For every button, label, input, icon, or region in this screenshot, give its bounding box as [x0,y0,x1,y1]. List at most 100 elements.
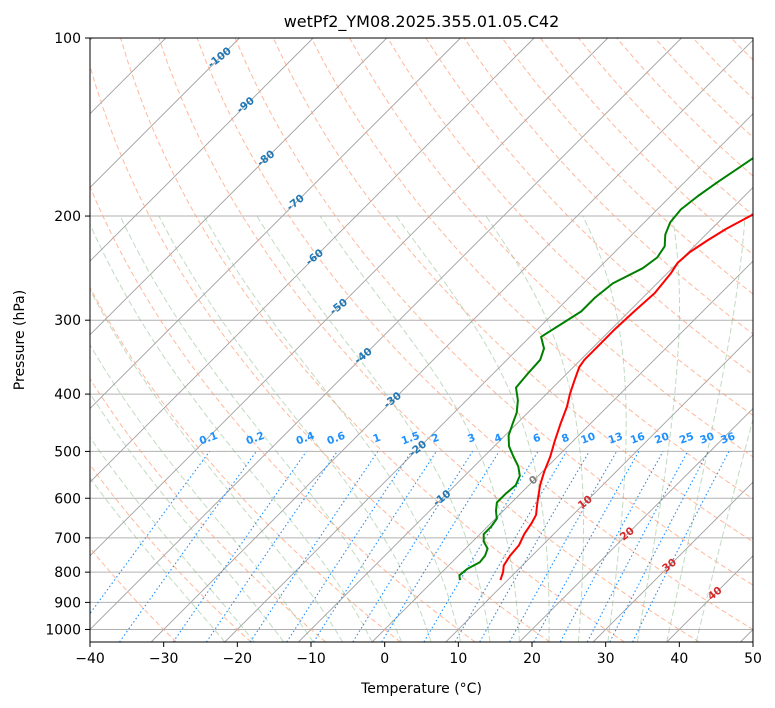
mixing-ratio-line [559,451,664,642]
moist-adiabat-line [636,215,680,642]
isotherm-line [371,260,753,642]
isotherm-line [90,38,461,410]
isotherm-line [90,38,682,631]
y-tick-label: 1000 [45,622,81,638]
moist-adiabat-line [695,417,753,642]
mixing-ratio-line [249,451,379,642]
isotherm-line [90,38,240,189]
y-tick-label: 300 [54,313,81,329]
temperature-profile-line [499,213,753,581]
dry-adiabat-line [90,547,177,642]
isotherm-line [150,39,753,642]
x-axis-label: Temperature (°C) [360,681,482,697]
mixing-ratio-label: 1 [371,432,382,446]
mixing-ratio-line [632,451,730,642]
mixing-ratio-label: 25 [678,430,696,446]
x-tick-label: 30 [597,651,615,667]
isotherm-line [90,38,609,557]
y-tick-label: 100 [54,31,81,47]
mixing-ratio-label: 16 [629,430,647,446]
y-tick-label: 400 [54,387,81,403]
moist-adiabat-line [90,436,255,642]
mixing-ratio-lines [90,451,730,642]
mixing-ratio-label: 2 [430,432,441,446]
dry-adiabat-line [310,38,753,500]
isobar-grid [90,38,753,630]
isotherm-line [90,38,388,336]
y-tick-label: 200 [54,209,81,225]
mixing-ratio-line [533,451,640,642]
moist-adiabat-line [582,215,627,642]
mixing-ratio-label: 13 [607,430,625,446]
mixing-ratio-label: 0.2 [245,430,267,448]
y-tick-label: 600 [54,491,81,507]
dry-adiabat-line [387,38,753,417]
moist-adiabat-line [90,477,226,642]
x-tick-label: 40 [670,651,688,667]
y-axis-label: Pressure (hPa) [12,290,28,390]
x-tick-label: −30 [149,651,179,667]
mixing-ratio-label: 3 [466,432,477,446]
dewpoint-profile-line [458,156,753,581]
moist-adiabat-line [119,215,403,642]
mixing-ratio-label: 8 [560,432,571,446]
mixing-ratio-label: 10 [579,430,597,446]
moist-adiabat-line [158,215,432,642]
dry-adiabat-line [120,38,625,642]
x-tick-label: 10 [449,651,467,667]
mixing-ratio-line [205,451,338,642]
moist-adiabats [90,215,753,642]
isotherm-line [90,38,314,262]
dry-adiabat-line [90,185,476,642]
moist-adiabat-line [666,215,746,642]
mixing-ratio-label: 36 [719,430,737,446]
mixing-ratio-label: 30 [698,430,716,446]
moist-adiabat-line [485,215,584,642]
x-axis: −40 −30 −20 −10 0 10 20 30 40 50 [75,642,762,667]
dry-adiabat-line [90,464,252,642]
moist-adiabat-line [256,215,491,642]
mixing-ratio-label: 0.6 [325,430,347,448]
mixing-ratio-line [381,451,500,642]
dry-adiabat-line [234,38,753,586]
chart-title: wetPf2_YM08.2025.355.01.05.C42 [284,12,560,32]
x-tick-label: −40 [75,651,105,667]
y-tick-label: 700 [54,531,81,547]
x-tick-label: 50 [744,651,762,667]
dry-adiabat-line [158,38,700,642]
isotherm-line [445,334,753,642]
plot-frame [89,37,754,643]
isotherm-line [519,407,753,642]
mixing-ratio-label: 6 [531,432,542,446]
dry-adiabat-line [501,38,753,295]
x-tick-label: 0 [380,651,389,667]
moist-adiabat-line [203,215,461,642]
dry-adiabat-line [90,377,327,642]
mixing-ratio-line [119,451,257,642]
y-tick-label: 800 [54,565,81,581]
dry-adiabat-line [90,286,401,642]
dry-adiabat-line [196,38,753,631]
mixing-ratio-line [509,451,618,642]
y-tick-label: 500 [54,444,81,460]
isotherm-line [224,113,753,642]
profile-lines [458,156,753,581]
plot-area: -100-90-80-70-60-50-40-30-20-10010203040… [90,38,753,642]
isotherm-grid [90,38,753,642]
isotherm-line [592,481,753,642]
mixing-ratio-label: 1.5 [400,430,422,448]
dry-adiabat-line [90,64,551,642]
mixing-ratio-line [172,451,307,642]
moist-adiabat-line [395,215,550,642]
mixing-ratio-line [286,451,413,642]
mixing-ratio-label: 4 [493,432,504,446]
moist-adiabat-line [319,215,520,642]
mixing-ratio-label: 0.1 [198,430,220,448]
isotherm-line [90,38,535,483]
y-tick-label: 900 [54,595,81,611]
x-tick-label: −20 [223,651,253,667]
mixing-ratio-label: 0.4 [295,430,317,448]
x-tick-label: 20 [523,651,541,667]
